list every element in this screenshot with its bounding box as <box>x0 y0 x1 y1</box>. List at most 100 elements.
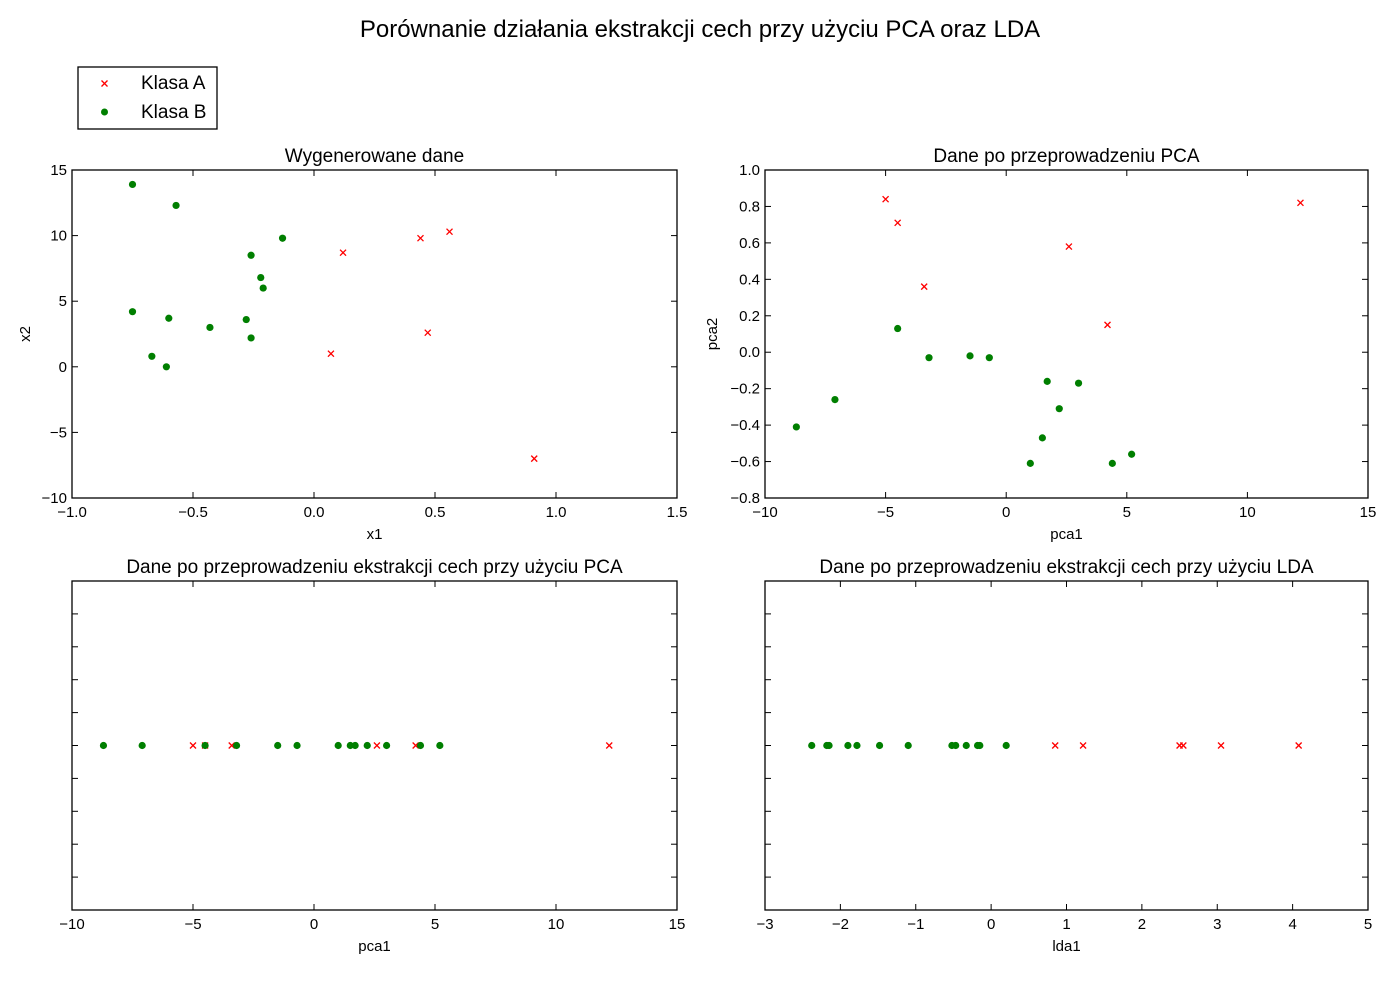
y-axis-label: x2 <box>17 326 34 342</box>
x-tick-label: 10 <box>548 916 565 933</box>
series-klasa-b <box>792 324 1136 467</box>
data-point <box>1026 459 1034 467</box>
data-point <box>894 219 902 227</box>
legend: Klasa A Klasa B <box>77 66 218 130</box>
data-point <box>1295 742 1303 749</box>
x-tick-label: 1.5 <box>667 504 688 521</box>
legend-label-klasa-a: Klasa A <box>141 73 206 94</box>
data-point <box>831 396 839 404</box>
x-tick-label: −2 <box>832 916 849 933</box>
data-point <box>416 741 425 750</box>
x-marker-stroke <box>1297 199 1304 207</box>
data-point <box>339 249 347 257</box>
x-tick-label: 0 <box>310 916 318 933</box>
chart-3: Dane po przeprowadzeniu ekstrakcji cech … <box>59 557 685 955</box>
data-point <box>351 741 359 750</box>
data-point <box>1079 742 1087 749</box>
y-axis-label: pca2 <box>704 318 721 351</box>
data-point <box>844 741 852 750</box>
data-point <box>189 742 197 749</box>
data-point <box>976 741 984 750</box>
x-tick-label: 5 <box>1364 916 1372 933</box>
x-marker-stroke <box>920 283 928 291</box>
x-tick-label: −10 <box>752 504 777 521</box>
x-marker-stroke <box>1051 742 1059 749</box>
x-marker-stroke <box>605 742 613 749</box>
x-tick-label: −1 <box>907 916 924 933</box>
data-point <box>853 741 861 750</box>
data-point <box>962 741 970 750</box>
x-tick-label: 15 <box>669 916 686 933</box>
x-marker-stroke <box>1104 321 1111 329</box>
data-point <box>148 352 156 360</box>
x-axis-label: x1 <box>367 526 383 543</box>
y-tick-label: 0.6 <box>739 235 760 252</box>
y-tick-label: 0.4 <box>739 271 760 288</box>
data-point <box>904 741 912 750</box>
data-point <box>162 363 170 371</box>
y-tick-label: 5 <box>59 293 67 310</box>
data-point <box>128 180 137 189</box>
data-point <box>424 329 432 337</box>
x-tick-label: −1.0 <box>57 504 87 521</box>
x-marker-stroke <box>446 228 453 236</box>
x-tick-label: −10 <box>59 916 84 933</box>
data-point <box>293 741 301 750</box>
data-point <box>530 455 538 463</box>
y-tick-label: −0.2 <box>730 381 760 398</box>
x-marker-stroke <box>1079 742 1087 749</box>
x-marker-stroke <box>327 350 335 358</box>
y-tick-label: −10 <box>42 490 67 507</box>
data-point <box>1043 377 1051 385</box>
data-point <box>206 323 214 332</box>
x-marker-stroke <box>1217 742 1225 749</box>
x-tick-label: 5 <box>1123 504 1131 521</box>
chart-2: Dane po przeprowadzeniu PCA −10 −5 0 5 10 15 −0… <box>704 146 1376 543</box>
data-point <box>232 741 241 750</box>
x-tick-label: 1 <box>1062 916 1070 933</box>
series-klasa-a <box>882 195 1304 329</box>
x-marker-stroke <box>373 742 381 749</box>
series-klasa-a <box>1051 742 1303 749</box>
chart-title: Dane po przeprowadzeniu ekstrakcji cech … <box>819 557 1314 578</box>
y-tick-label: −0.6 <box>730 454 760 471</box>
data-point <box>247 334 255 342</box>
x-marker-stroke <box>1179 742 1187 749</box>
x-tick-label: 0 <box>987 916 995 933</box>
chart-title: Dane po przeprowadzeniu ekstrakcji cech … <box>126 557 623 578</box>
data-point <box>1217 742 1225 749</box>
data-point <box>1038 434 1046 442</box>
data-point <box>274 741 282 750</box>
data-point <box>165 314 173 322</box>
x-tick-label: −3 <box>756 916 773 933</box>
x-marker-stroke <box>339 249 347 257</box>
data-point <box>128 308 137 316</box>
data-point <box>1051 742 1059 749</box>
data-point <box>242 315 250 324</box>
figure-title: Porównanie działania ekstrakcji cech prz… <box>360 16 1040 43</box>
data-point <box>334 741 342 750</box>
x-tick-label: 4 <box>1288 916 1296 933</box>
x-axis-label: pca1 <box>358 938 391 955</box>
series-klasa-b <box>808 741 1010 750</box>
x-tick-label: 2 <box>1138 916 1146 933</box>
data-point <box>138 741 146 750</box>
x-tick-label: −5 <box>184 916 201 933</box>
data-point <box>436 741 444 750</box>
data-point <box>605 742 613 749</box>
data-point <box>985 354 993 362</box>
data-point <box>966 352 974 360</box>
series-klasa-b <box>99 741 444 750</box>
chart-title: Dane po przeprowadzeniu PCA <box>933 146 1199 167</box>
x-tick-label: 3 <box>1213 916 1221 933</box>
y-tick-label: 1.0 <box>739 162 760 179</box>
data-point <box>1179 742 1187 749</box>
y-tick-label: 15 <box>50 162 67 179</box>
data-point <box>925 354 933 362</box>
plot-frame <box>71 169 678 499</box>
chart-4: Dane po przeprowadzeniu ekstrakcji cech … <box>756 557 1372 955</box>
data-point <box>278 234 287 242</box>
x-marker-stroke <box>882 195 890 203</box>
data-point <box>446 228 453 236</box>
